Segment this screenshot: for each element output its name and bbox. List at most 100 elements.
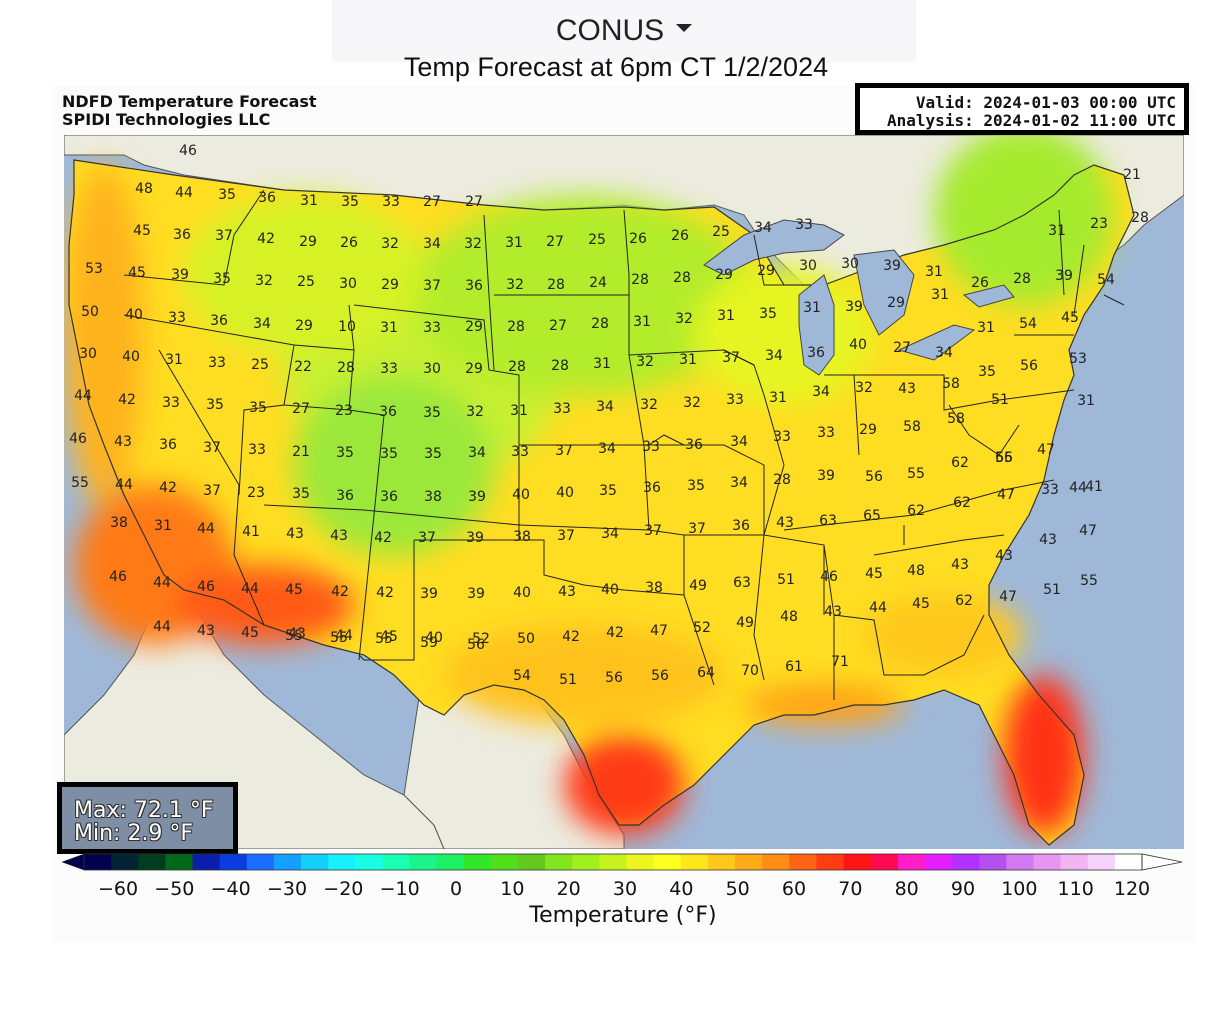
temperature-label: 34 [596,399,614,415]
page-subtitle: Temp Forecast at 6pm CT 1/2/2024 [403,52,829,82]
temperature-label: 30 [841,256,859,272]
temperature-label: 62 [953,495,971,511]
temperature-label: 39 [1055,268,1073,284]
temperature-map-svg: 46 48 44 35 36 31 35 33 27 27 21 45 36 37 42 29 26 32 34 32… [64,135,1184,849]
temperature-label: 47 [999,589,1017,605]
temperature-label: 56 [995,450,1013,466]
temperature-colorbar [62,853,1183,871]
temperature-label: 35 [341,194,359,210]
temperature-label: 42 [331,584,349,600]
temperature-label: 44 [115,477,133,493]
temperature-label: 28 [507,319,525,335]
temperature-label: 65 [995,450,1013,466]
temperature-label: 37 [688,521,706,537]
temperature-label: 33 [773,429,791,445]
temperature-label: 46 [109,569,127,585]
temperature-label: 34 [423,236,441,252]
temperature-label: 34 [754,220,772,236]
colorbar-swatch [707,854,736,870]
temperature-label: 62 [907,503,925,519]
temperature-label: 51 [559,672,577,688]
temperature-label: 39 [171,267,189,283]
temperature-label: 33 [511,444,529,460]
temperature-label: 28 [1131,210,1149,226]
temperature-label: 33 [380,361,398,377]
temperature-label: 52 [472,631,490,647]
colorbar-tick-label: 30 [612,878,638,900]
colorbar-swatch [979,854,1007,870]
temperature-label: 29 [295,318,313,334]
temperature-label: 28 [508,359,526,375]
colorbar-tick-label: −40 [210,878,251,900]
temperature-label: 44 [175,185,193,201]
temperature-label: 39 [817,468,835,484]
region-dropdown[interactable]: CONUS [332,0,916,62]
temperature-label: 34 [598,441,616,457]
temperature-label: 44 [241,581,259,597]
temperature-label: 31 [380,320,398,336]
temperature-label: 42 [118,392,136,408]
temperature-label: 43 [197,623,215,639]
colorbar-swatch [273,854,302,870]
temperature-label: 32 [636,354,654,370]
colorbar-swatch [1114,854,1143,870]
temperature-label: 54 [1019,316,1037,332]
temperature-labels: 46 48 44 35 36 31 35 33 27 27 21 45 36 37 42 29 26 32 34 32… [69,143,1149,688]
lake-michigan [798,274,835,376]
temperature-label: 30 [423,361,441,377]
colorbar-swatch [816,854,845,870]
temperature-label: 38 [110,515,128,531]
temperature-label: 25 [712,224,730,240]
temperature-label: 42 [376,585,394,601]
temperature-label: 34 [468,445,486,461]
temperature-label: 39 [468,489,486,505]
colorbar-min-arrow [62,853,85,871]
temperature-label: 29 [465,361,483,377]
temperature-label: 26 [629,231,647,247]
temperature-label: 51 [1043,582,1061,598]
temperature-label: 33 [248,442,266,458]
temperature-label: 43 [114,434,132,450]
temperature-label: 46 [69,431,87,447]
temperature-label: 37 [557,528,575,544]
temperature-label: 31 [977,320,995,336]
temperature-label: 56 [651,668,669,684]
colorbar-swatch [870,854,899,870]
temperature-label: 49 [736,615,754,631]
temperature-label: 39 [845,299,863,315]
temperature-label: 61 [785,659,803,675]
temperature-label: 30 [799,258,817,274]
temperature-label: 28 [547,277,565,293]
region-dropdown-label: CONUS [555,14,665,47]
temperature-label: 47 [1037,442,1055,458]
temperature-label: 37 [555,443,573,459]
colorbar-swatch [463,854,492,870]
colorbar-swatch [735,854,763,870]
temperature-label: 47 [650,623,668,639]
temperature-label: 45 [865,566,883,582]
colorbar-swatch [246,854,275,870]
temperature-label: 45 [285,582,303,598]
map-header: NDFD Temperature Forecast SPIDI Technolo… [62,93,317,129]
colorbar-swatch [490,854,519,870]
temperature-label: 36 [258,190,276,206]
temperature-label: 28 [631,272,649,288]
temperature-map: 46 48 44 35 36 31 35 33 27 27 21 45 36 37 42 29 26 32 34 32… [64,135,1184,849]
temperature-label: 34 [812,384,830,400]
temperature-label: 36 [336,488,354,504]
temperature-label: 35 [336,445,354,461]
temperature-label: 40 [125,307,143,323]
temperature-label: 40 [849,337,867,353]
colorbar-tick-label: 80 [894,878,919,900]
colorbar-swatch [84,854,112,870]
temperature-label: 31 [803,300,821,316]
temperature-label: 31 [300,193,318,209]
temperature-label: 31 [931,287,949,303]
colorbar-tick-label: 40 [669,878,694,900]
temperature-label: 44 [74,388,92,404]
temperature-label: 50 [517,631,535,647]
temperature-label: 53 [85,261,103,277]
colorbar-swatch [762,854,790,870]
colorbar-tick-label: 0 [449,878,463,900]
temperature-label: 62 [955,593,973,609]
